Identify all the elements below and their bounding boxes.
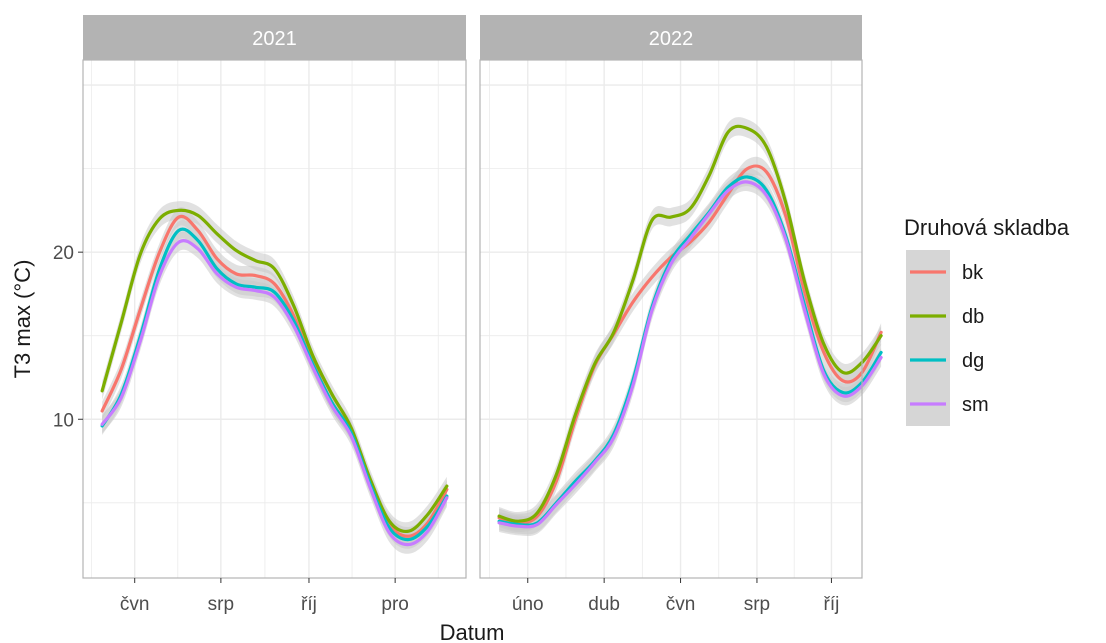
legend-label-db: db [962,306,984,328]
series-line-sm [100,238,449,547]
x-tick-label: úno [512,594,544,615]
y-tick-label: 10 [53,410,74,431]
series-line-sm [497,180,883,529]
panel-2021: 2021 čvn srp říj pro [82,15,467,615]
strip-2021 [83,15,466,60]
confidence-ribbon-db [499,117,882,531]
y-axis-label: T3 max (°C) [10,260,35,379]
series-line-dg [100,227,449,542]
x-tick-label: srp [744,594,770,615]
lines-2021 [100,208,449,547]
x-tick-label: čvn [120,594,150,615]
x-tick-label: říj [824,594,840,615]
legend-label-dg: dg [962,350,984,372]
lines-2022 [497,124,883,529]
grid-2021 [83,60,466,578]
legend-label-bk: bk [962,262,984,284]
x-ticks-2022: úno dub čvn srp říj [512,578,839,615]
panel-border-2022 [479,59,863,579]
series-line-bk [100,214,449,538]
series-line-db [497,124,883,523]
y-tick-label: 20 [53,243,74,264]
strip-title-2021: 2021 [252,28,297,50]
legend-title: Druhová skladba [904,215,1070,240]
confidence-ribbon-sm [499,172,882,537]
x-ticks-2021: čvn srp říj pro [120,578,409,615]
x-tick-label: pro [381,594,408,615]
x-tick-label: čvn [666,594,696,615]
legend-keys: bk db dg sm [906,250,989,426]
panel-border-2021 [82,59,467,579]
x-tick-label: srp [208,594,234,615]
x-tick-label: dub [588,594,620,615]
legend-label-sm: sm [962,394,989,416]
y-axis-ticks: 10 20 [53,243,83,431]
series-line-db [100,208,449,534]
legend: Druhová skladba bk db dg sm [904,215,1070,426]
panel-2022: 2022 úno dub čvn srp říj [479,15,883,615]
strip-title-2022: 2022 [649,28,694,50]
series-line-bk [497,164,883,525]
strip-2022 [480,15,862,60]
x-tick-label: říj [301,594,317,615]
x-axis-label: Datum [440,620,505,643]
